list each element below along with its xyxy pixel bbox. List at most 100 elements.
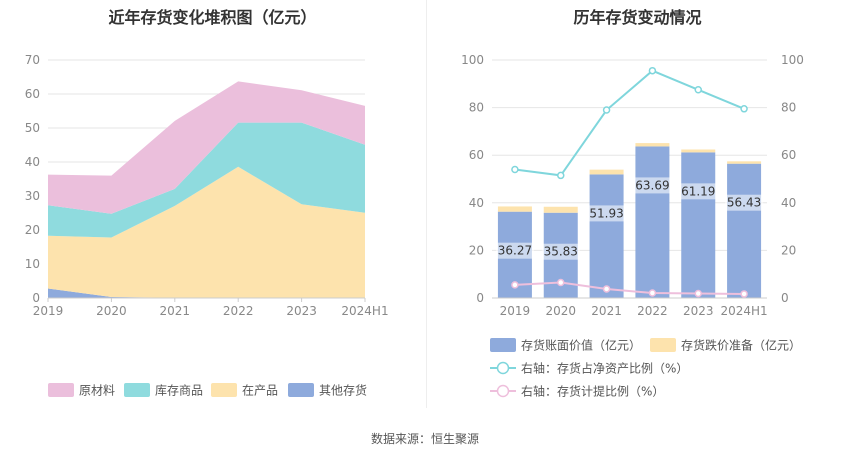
y-tick-label: 40 — [469, 196, 484, 210]
area-series — [48, 166, 365, 298]
bar-value-label: 56.43 — [727, 196, 761, 210]
line-point — [740, 290, 748, 298]
chart-divider — [426, 0, 427, 408]
x-tick-label: 2019 — [33, 304, 64, 318]
legend-label: 右轴：存货占净资产比例（%） — [521, 361, 688, 376]
y-tick-label: 100 — [461, 53, 484, 67]
y-tick-label: 20 — [25, 223, 40, 237]
bar-label-bg — [679, 183, 718, 200]
y-tick-label: 60 — [469, 148, 484, 162]
legend-label: 存货跌价准备（亿元） — [681, 338, 801, 353]
legend-label: 存货账面价值（亿元） — [521, 338, 641, 353]
bar-label-bg — [541, 243, 580, 260]
line-point — [557, 278, 565, 287]
x-tick-label: 2024H1 — [720, 304, 767, 318]
data-source-note: 数据来源：恒生聚源 — [370, 432, 479, 446]
x-tick-label: 2019 — [500, 304, 531, 318]
left-chart-title: 近年存货变化堆积图（亿元） — [108, 8, 317, 27]
x-tick-label: 2024H1 — [341, 304, 388, 318]
legend-item[interactable]: 存货跌价准备（亿元） — [650, 338, 801, 353]
legend-label: 库存商品 — [155, 383, 203, 398]
stacked-area-chart: 0 10 20 30 40 50 60 70 2019 2020 2021 2022 2023 2024H… — [25, 53, 389, 398]
line-point — [602, 106, 611, 114]
y2-tick-label: 0 — [781, 291, 789, 305]
bar-impairment — [589, 169, 624, 175]
legend-item[interactable]: 右轴：存货计提比例（%） — [490, 384, 664, 399]
bar-label-bg — [495, 242, 534, 259]
legend-swatch — [48, 383, 74, 397]
bar-book-value — [635, 146, 670, 298]
area-series — [48, 122, 365, 238]
x-tick-label: 2022 — [223, 304, 254, 318]
legend-swatch — [124, 383, 150, 397]
y2-tick-label: 20 — [781, 243, 796, 257]
y-tick-label: 20 — [469, 243, 484, 257]
line-point — [648, 66, 657, 75]
y-tick-label: 30 — [25, 189, 40, 203]
bar-impairment — [681, 149, 716, 153]
x-tick-label: 2020 — [545, 304, 576, 318]
legend-item[interactable]: 原材料 — [48, 383, 115, 398]
line-point — [602, 285, 611, 293]
legend-item[interactable]: 在产品 — [211, 383, 278, 398]
y-tick-label: 0 — [476, 291, 484, 305]
bar-label-bg — [725, 194, 764, 211]
x-tick-label: 2021 — [160, 304, 191, 318]
bar-book-value — [497, 211, 532, 298]
y-tick-label: 50 — [25, 121, 40, 135]
line-point — [511, 281, 519, 289]
bar-value-label: 51.93 — [589, 206, 623, 220]
legend-item[interactable]: 存货账面价值（亿元） — [490, 338, 641, 353]
line-point — [648, 289, 657, 297]
bar-book-value — [589, 174, 624, 298]
area-series — [48, 81, 365, 214]
bar-impairment — [543, 206, 578, 213]
bar-book-value — [543, 212, 578, 298]
legend-label: 在产品 — [242, 384, 278, 398]
line-series — [514, 69, 745, 177]
legend-item[interactable]: 其他存货 — [288, 383, 367, 398]
line-point — [740, 105, 748, 113]
line-point — [694, 86, 702, 94]
bar-impairment — [635, 143, 670, 147]
line-point — [694, 289, 702, 298]
legend-swatch — [288, 383, 314, 397]
y-tick-label: 10 — [25, 257, 40, 271]
bar-impairment — [497, 206, 532, 212]
y-tick-label: 70 — [25, 53, 40, 67]
bar-label-bg — [587, 205, 626, 222]
legend-marker — [496, 361, 510, 375]
legend-marker — [496, 384, 510, 398]
legend-swatch — [650, 338, 676, 352]
x-tick-label: 2023 — [286, 304, 317, 318]
line-point — [557, 171, 565, 180]
legend-item[interactable]: 库存商品 — [124, 383, 203, 398]
bar-value-label: 63.69 — [635, 178, 669, 192]
bar-value-label: 36.27 — [498, 244, 532, 258]
y2-tick-label: 40 — [781, 196, 796, 210]
legend-label: 其他存货 — [319, 383, 367, 398]
y-tick-label: 40 — [25, 155, 40, 169]
bar-label-bg — [633, 177, 672, 194]
legend-label: 原材料 — [79, 384, 115, 398]
x-tick-label: 2021 — [591, 304, 622, 318]
y2-tick-label: 60 — [781, 148, 796, 162]
y-tick-label: 60 — [25, 87, 40, 101]
line-point — [511, 165, 519, 174]
legend-item[interactable]: 右轴：存货占净资产比例（%） — [490, 361, 688, 376]
x-tick-label: 2023 — [683, 304, 714, 318]
y-tick-label: 0 — [32, 291, 40, 305]
line-series — [514, 281, 745, 295]
area-series — [48, 288, 365, 298]
right-chart-title: 历年存货变动情况 — [573, 8, 702, 27]
y-tick-label: 80 — [469, 101, 484, 115]
bar-book-value — [727, 163, 762, 298]
legend-label: 右轴：存货计提比例（%） — [521, 384, 664, 399]
bar-book-value — [681, 152, 716, 298]
legend-swatch — [211, 383, 237, 397]
y2-tick-label: 100 — [781, 53, 804, 67]
legend-swatch — [490, 338, 516, 352]
bar-value-label: 61.19 — [681, 184, 715, 198]
x-tick-label: 2020 — [96, 304, 127, 318]
bar-impairment — [727, 161, 762, 164]
